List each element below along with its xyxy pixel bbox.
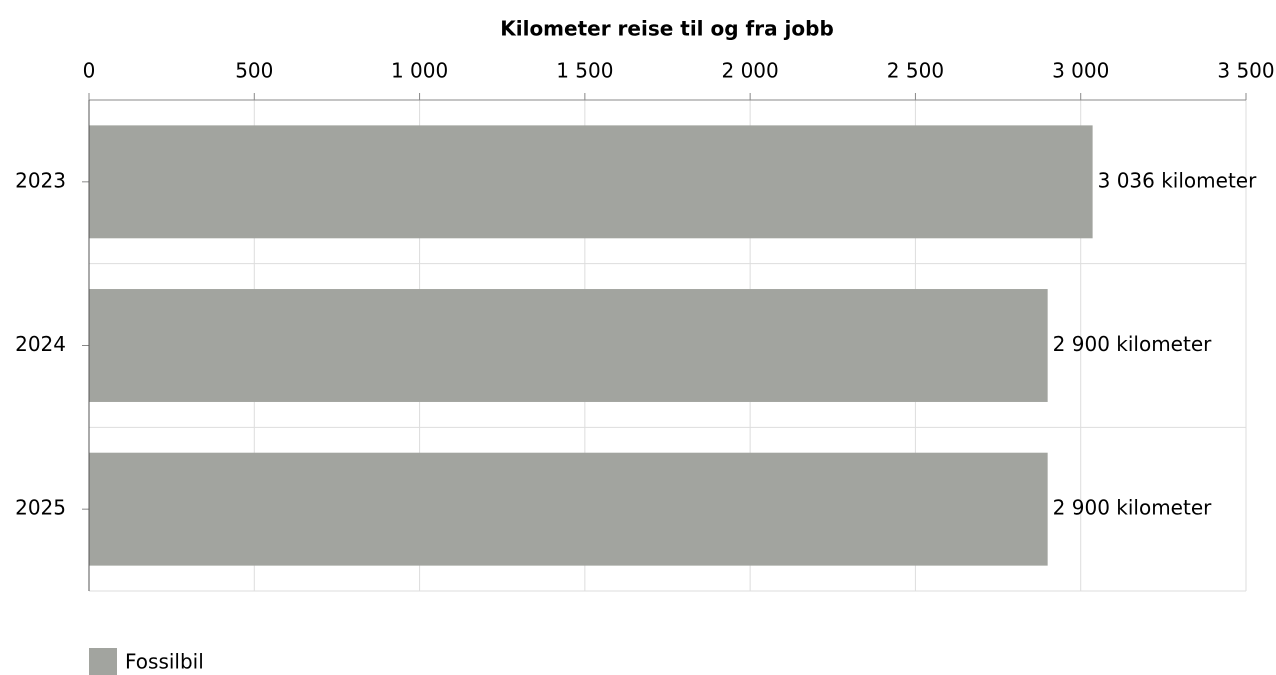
data-label: 2 900 kilometer	[1053, 332, 1212, 356]
x-tick-label: 500	[235, 59, 273, 83]
bar	[89, 125, 1093, 239]
legend-swatch	[89, 648, 117, 675]
x-tick-label: 2 000	[722, 59, 779, 83]
y-tick-label: 2025	[15, 496, 66, 520]
y-tick-label: 2023	[15, 168, 66, 192]
data-label: 2 900 kilometer	[1053, 496, 1212, 520]
x-tick-label: 3 000	[1052, 59, 1109, 83]
x-tick-label: 2 500	[887, 59, 944, 83]
x-tick-label: 0	[83, 59, 96, 83]
x-tick-label: 3 500	[1217, 59, 1274, 83]
y-tick-label: 2024	[15, 332, 66, 356]
bar	[89, 289, 1048, 402]
bar	[89, 452, 1048, 566]
chart-title: Kilometer reise til og fra jobb	[500, 17, 834, 41]
x-tick-label: 1 500	[556, 59, 613, 83]
data-label: 3 036 kilometer	[1098, 168, 1257, 192]
legend-label: Fossilbil	[125, 650, 204, 674]
x-tick-label: 1 000	[391, 59, 448, 83]
